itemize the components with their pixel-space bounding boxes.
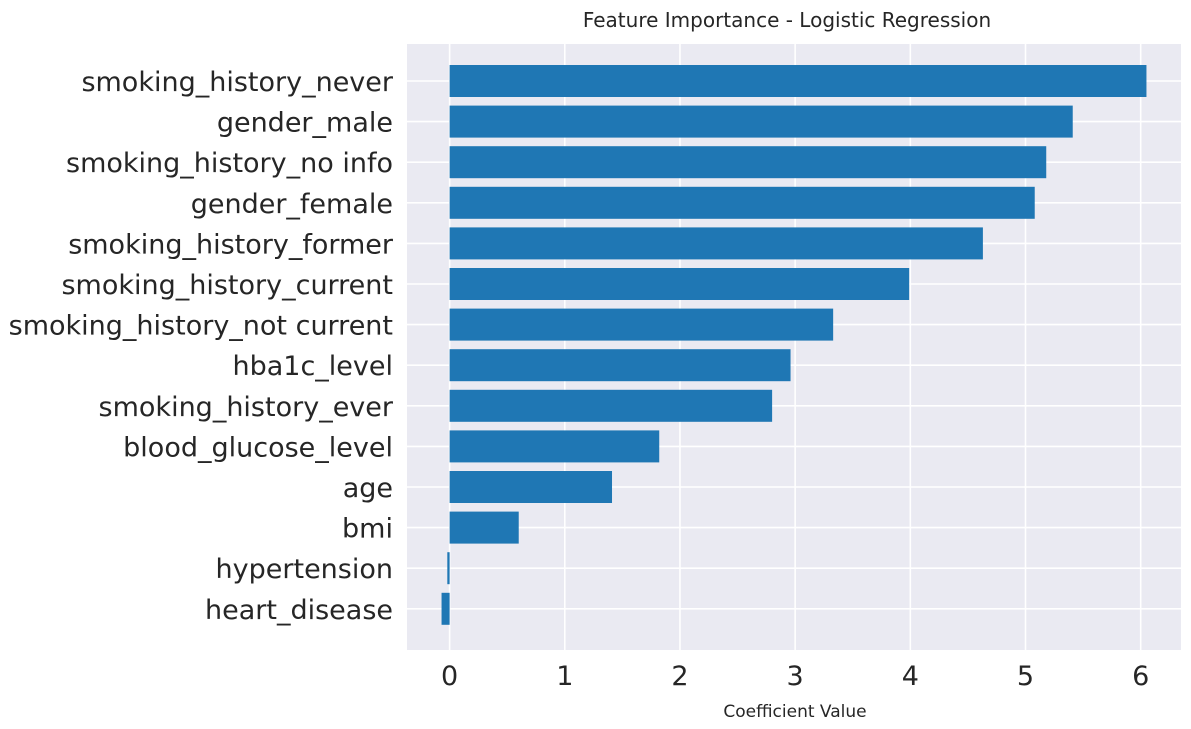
y-tick-label: bmi [342,514,393,545]
y-tick-labels: smoking_history_never gender_male smoking_… [9,67,394,626]
y-tick-label: age [343,473,393,504]
y-tick-label: hba1c_level [232,351,393,382]
x-axis-label: Coefficient Value [723,702,866,722]
y-tick-label: heart_disease [205,595,393,626]
x-tick-label: 3 [787,661,804,692]
bar-heart_disease [441,592,450,625]
y-tick-label: hypertension [216,554,393,585]
x-tick-label: 6 [1132,661,1149,692]
y-tick-label: smoking_history_ever [99,392,394,423]
plot-background [407,44,1181,650]
x-tick-label: 1 [556,661,573,692]
bar-blood_glucose_level [449,430,660,463]
bar-smoking_history_current [449,268,910,300]
bars [441,65,1147,625]
bar-smoking_history_no-info [449,146,1047,179]
x-tick-label: 4 [902,661,919,692]
x-tick-label: 5 [1017,661,1034,692]
bar-age [449,471,613,503]
y-tick-label: smoking_history_former [68,229,394,260]
y-tick-label: gender_male [217,108,393,139]
y-tick-label: smoking_history_not current [9,311,393,342]
y-tick-label: blood_glucose_level [123,432,393,463]
bar-hba1c_level [449,349,791,382]
chart-title: Feature Importance - Logistic Regression [583,8,991,32]
bar-smoking_history_never [449,65,1147,97]
y-tick-label: smoking_history_never [81,67,393,98]
bar-smoking_history_ever [449,389,773,422]
x-tick-label: 0 [441,661,458,692]
bar-smoking_history_not-current [449,308,834,341]
y-tick-label: gender_female [191,189,393,220]
x-tick-labels: 0 1 2 3 4 5 6 [441,661,1149,692]
bar-bmi [449,511,519,544]
bar-gender_male [449,105,1073,138]
y-tick-label: smoking_history_no info [66,148,393,179]
x-tick-label: 2 [671,661,688,692]
bar-gender_female [449,186,1035,219]
bar-hypertension [447,552,450,585]
y-tick-label: smoking_history_current [61,270,393,301]
bar-smoking_history_former [449,227,983,260]
